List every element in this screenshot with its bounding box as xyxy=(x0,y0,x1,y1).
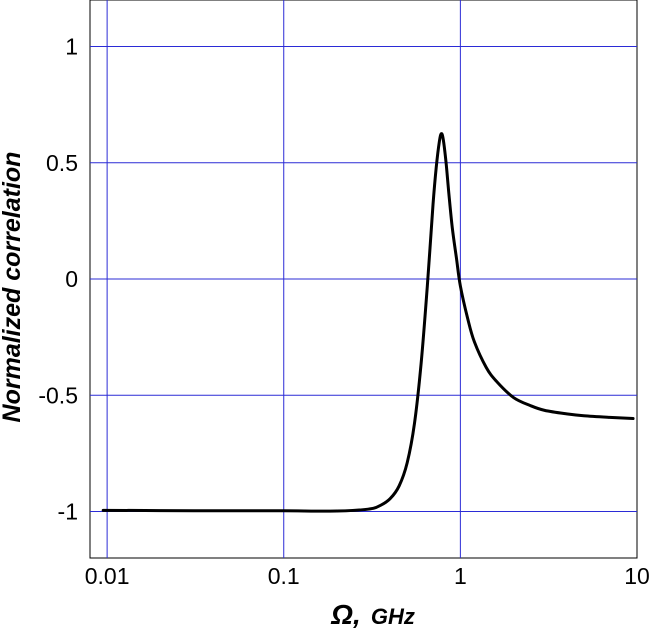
grid xyxy=(90,0,637,558)
x-tick-label: 0.01 xyxy=(85,563,130,589)
y-axis-label: Normalized correlation xyxy=(0,152,26,423)
y-tick-label: 0.5 xyxy=(46,150,78,176)
x-tick-label: 0.1 xyxy=(268,563,300,589)
x-axis-symbol: Ω xyxy=(330,599,353,628)
y-tick-label: -1 xyxy=(58,499,78,525)
y-tick-label: -0.5 xyxy=(38,382,78,408)
x-axis-separator: , xyxy=(352,599,361,628)
series-line xyxy=(101,132,635,513)
ticks: 0.01 0.1 1 10 1 0.5 0 -0.5 -1 xyxy=(38,34,649,590)
y-tick-label: 1 xyxy=(65,34,78,60)
x-tick-label: 1 xyxy=(454,563,467,589)
x-axis-unit: GHz xyxy=(371,604,415,628)
x-axis-label: Ω, GHz xyxy=(330,599,415,628)
x-tick-label: 10 xyxy=(624,563,650,589)
y-tick-label: 0 xyxy=(65,266,78,292)
series-layer xyxy=(101,132,635,513)
